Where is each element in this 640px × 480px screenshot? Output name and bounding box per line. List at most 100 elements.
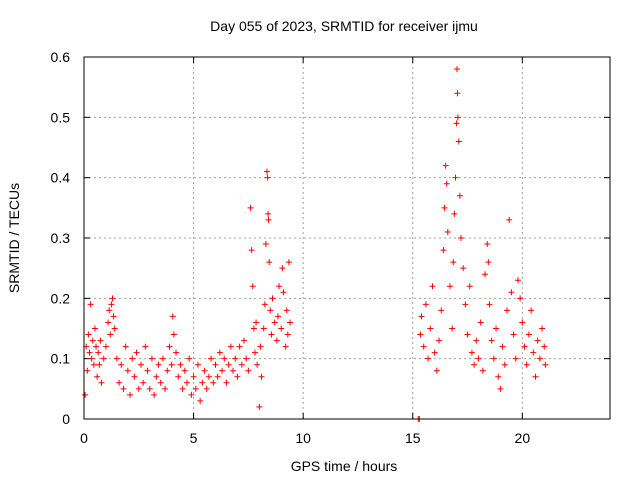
data-point xyxy=(175,373,182,380)
data-point xyxy=(177,361,184,368)
data-point xyxy=(485,259,492,266)
data-point xyxy=(436,337,443,344)
data-point xyxy=(88,355,95,362)
data-point xyxy=(280,289,287,296)
data-point xyxy=(122,343,129,350)
data-point xyxy=(248,247,255,254)
y-tick-label: 0.1 xyxy=(51,351,71,367)
data-point xyxy=(96,361,103,368)
data-point xyxy=(447,283,454,290)
data-point xyxy=(501,361,508,368)
data-point xyxy=(140,379,147,386)
data-point xyxy=(188,391,195,398)
data-point xyxy=(93,343,100,350)
data-point xyxy=(264,174,271,181)
data-point xyxy=(473,337,480,344)
data-point xyxy=(521,343,528,350)
data-point xyxy=(243,355,250,362)
data-point xyxy=(264,168,271,175)
data-point xyxy=(427,325,434,332)
data-point xyxy=(273,337,280,344)
data-point xyxy=(453,120,460,127)
data-point xyxy=(111,325,118,332)
data-point xyxy=(184,379,191,386)
data-point xyxy=(460,265,467,272)
data-point xyxy=(238,361,245,368)
data-point xyxy=(98,379,105,386)
data-point xyxy=(262,241,269,248)
data-point xyxy=(146,385,153,392)
data-point xyxy=(495,373,502,380)
data-point xyxy=(86,349,93,356)
data-point xyxy=(279,265,286,272)
data-point xyxy=(225,361,232,368)
data-point xyxy=(208,355,215,362)
data-point xyxy=(468,349,475,356)
data-point xyxy=(438,307,445,314)
data-point xyxy=(247,204,254,211)
data-point xyxy=(212,361,219,368)
data-point xyxy=(499,343,506,350)
data-point xyxy=(287,319,294,326)
data-point xyxy=(268,331,275,338)
data-point xyxy=(250,325,257,332)
data-point xyxy=(490,355,497,362)
data-point xyxy=(100,355,107,362)
data-point xyxy=(530,349,537,356)
data-point xyxy=(265,216,272,223)
data-point xyxy=(285,259,292,266)
data-point xyxy=(508,289,515,296)
data-point xyxy=(482,271,489,278)
data-point xyxy=(234,373,241,380)
data-point xyxy=(192,385,199,392)
data-point xyxy=(251,349,258,356)
y-tick-label: 0.4 xyxy=(51,170,71,186)
data-point xyxy=(219,367,226,374)
data-point xyxy=(418,313,425,320)
data-point xyxy=(536,355,543,362)
y-tick-label: 0.3 xyxy=(51,230,71,246)
data-point xyxy=(221,355,228,362)
x-axis-label: GPS time / hours xyxy=(291,458,398,474)
data-point xyxy=(106,307,113,314)
data-point xyxy=(488,337,495,344)
data-point xyxy=(475,355,482,362)
data-point xyxy=(479,367,486,374)
data-point xyxy=(124,367,131,374)
data-point xyxy=(179,385,186,392)
data-point xyxy=(260,325,267,332)
data-point xyxy=(155,361,162,368)
data-point xyxy=(282,343,289,350)
data-point xyxy=(169,313,176,320)
data-point xyxy=(142,343,149,350)
x-tick-label: 20 xyxy=(515,430,531,446)
data-point xyxy=(151,391,158,398)
data-point xyxy=(276,283,283,290)
data-point xyxy=(449,325,456,332)
data-point xyxy=(236,343,243,350)
data-point xyxy=(153,373,160,380)
data-point xyxy=(450,259,457,266)
data-point xyxy=(84,367,91,374)
data-point xyxy=(89,337,96,344)
data-point xyxy=(431,349,438,356)
data-point xyxy=(541,343,548,350)
y-axis-label: SRMTID / TECUs xyxy=(6,183,22,293)
data-point xyxy=(168,361,175,368)
data-point xyxy=(205,373,212,380)
data-point xyxy=(269,295,276,302)
data-point xyxy=(227,343,234,350)
data-point xyxy=(90,361,97,368)
data-point xyxy=(532,373,539,380)
data-point xyxy=(454,114,461,121)
data-point xyxy=(144,367,151,374)
data-point xyxy=(162,385,169,392)
data-point xyxy=(127,391,134,398)
data-point xyxy=(257,343,264,350)
data-point xyxy=(94,373,101,380)
x-tick-label: 10 xyxy=(295,430,311,446)
data-point xyxy=(137,361,144,368)
data-point xyxy=(422,301,429,308)
data-point xyxy=(118,361,125,368)
